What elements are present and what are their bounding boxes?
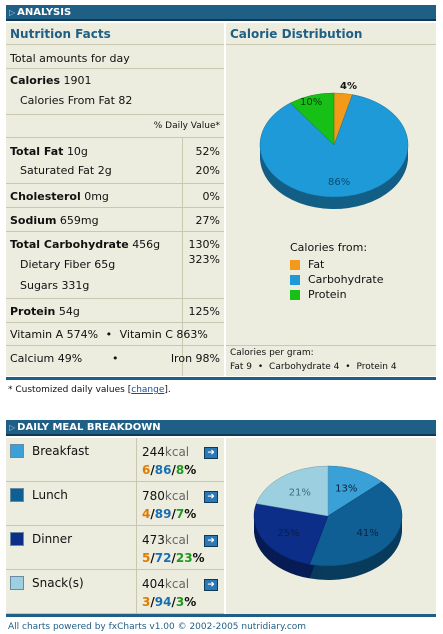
meal-kcal: 780kcal — [142, 489, 190, 503]
saturated-fat-pct: 20% — [195, 164, 220, 177]
legend-protein: Protein — [290, 288, 347, 301]
meal-pie-panel: 13% 41% 25% 21% — [226, 438, 436, 614]
go-arrow-icon[interactable]: ➜ — [204, 447, 218, 459]
pie-label-protein: 10% — [300, 97, 322, 108]
go-arrow-icon[interactable]: ➜ — [204, 491, 218, 503]
collapse-arrows-icon[interactable]: ▷ — [9, 423, 16, 432]
go-arrow-icon[interactable]: ➜ — [204, 535, 218, 547]
protein-swatch-icon — [290, 290, 300, 300]
legend-fat: Fat — [290, 258, 324, 271]
footnote: * Customized daily values [change]. — [8, 385, 171, 395]
meal-macros: 3/94/3% — [142, 595, 197, 609]
meal-kcal: 404kcal — [142, 577, 190, 591]
meal-list-panel: Breakfast 244kcal ➜ 6/86/8% Lunch 780kca… — [6, 438, 226, 614]
legend-title: Calories from: — [290, 241, 368, 254]
meal-pie-label: 13% — [335, 484, 357, 495]
go-arrow-icon[interactable]: ➜ — [204, 579, 218, 591]
total-fat-pct: 52% — [195, 145, 220, 158]
meal-name: Snack(s) — [32, 576, 84, 590]
cholesterol-pct: 0% — [202, 190, 220, 203]
meal-pie-slice-0 — [327, 465, 383, 517]
pie-label-carb: 86% — [328, 177, 350, 188]
saturated-fat-row: Saturated Fat 2g — [20, 164, 112, 177]
sugars-row: Sugars 331g — [20, 279, 90, 292]
fat-swatch-icon — [290, 260, 300, 270]
calorie-distribution-panel: Calorie Distribution 4% 10% 86% Calories… — [226, 23, 436, 376]
meal-color-swatch-icon — [10, 532, 24, 546]
meal-color-swatch-icon — [10, 488, 24, 502]
nutrition-title: Nutrition Facts — [10, 27, 111, 41]
dietary-fiber-row: Dietary Fiber 65g — [20, 258, 116, 271]
meal-kcal: 473kcal — [142, 533, 190, 547]
meal-macros: 6/86/8% — [142, 463, 197, 477]
pie-label-fat: 4% — [340, 81, 357, 92]
meal-pie-slice-2 — [253, 503, 329, 565]
bullet: • — [112, 352, 119, 365]
sodium-pct: 27% — [195, 214, 220, 227]
meal-header-label: DAILY MEAL BREAKDOWN — [17, 422, 161, 433]
meal-row: Dinner 473kcal ➜ 5/72/23% — [6, 526, 224, 570]
footer: All charts powered by fxCharts v1.00 © 2… — [8, 622, 307, 632]
meal-row: Lunch 780kcal ➜ 4/89/7% — [6, 482, 224, 526]
nutrition-facts-panel: Nutrition Facts Total amounts for day Ca… — [6, 23, 224, 376]
meal-row: Snack(s) 404kcal ➜ 3/94/3% — [6, 570, 224, 614]
vitamin-a: Vitamin A 574% — [10, 328, 99, 341]
total-carb-row: Total Carbohydrate 456g — [10, 238, 161, 251]
calcium: Calcium 49% — [10, 352, 83, 365]
divider — [6, 614, 436, 617]
carb-swatch-icon — [290, 275, 300, 285]
per-gram-title: Calories per gram: — [230, 348, 314, 358]
total-amounts-label: Total amounts for day — [10, 52, 130, 65]
meal-name: Breakfast — [32, 444, 90, 458]
vitamin-c: Vitamin C 863% — [119, 328, 208, 341]
daily-value-label: % Daily Value* — [153, 121, 220, 131]
meal-macros: 5/72/23% — [142, 551, 205, 565]
legend-carb: Carbohydrate — [290, 273, 383, 286]
analysis-header: ▷ ANALYSIS — [6, 5, 436, 21]
iron: Iron 98% — [170, 352, 220, 365]
change-link[interactable]: change — [131, 385, 165, 395]
divider — [6, 377, 436, 380]
calorie-title: Calorie Distribution — [230, 27, 363, 41]
cholesterol-row: Cholesterol 0mg — [10, 190, 109, 203]
meal-color-swatch-icon — [10, 444, 24, 458]
meal-pie-chart: 13% 41% 25% 21% — [253, 465, 403, 580]
meal-kcal: 244kcal — [142, 445, 190, 459]
meal-name: Lunch — [32, 488, 68, 502]
sodium-row: Sodium 659mg — [10, 214, 99, 227]
collapse-arrows-icon[interactable]: ▷ — [9, 8, 16, 17]
bullet: • — [105, 328, 113, 341]
dietary-fiber-pct: 323% — [188, 253, 220, 266]
total-carb-pct: 130% — [188, 238, 220, 251]
pie-slice-carb — [259, 94, 409, 198]
meal-pie-label: 41% — [356, 528, 378, 539]
vitamins-row: Vitamin A 574% • Vitamin C 863% — [10, 328, 222, 341]
calories-fat-row: Calories From Fat 82 — [20, 94, 133, 107]
meal-color-swatch-icon — [10, 576, 24, 590]
meal-pie-slice-3 — [255, 465, 329, 517]
meal-pie-label: 21% — [289, 488, 311, 499]
meal-pie-slice-1 — [309, 481, 403, 567]
protein-pct: 125% — [188, 305, 220, 318]
per-gram-values: Fat 9 • Carbohydrate 4 • Protein 4 — [230, 362, 397, 372]
pie-slice-protein — [290, 92, 335, 146]
calorie-pie-chart: 4% 10% 86% — [259, 81, 409, 209]
meal-name: Dinner — [32, 532, 73, 546]
analysis-header-label: ANALYSIS — [17, 7, 72, 18]
meal-pie-label: 25% — [277, 528, 299, 539]
protein-row: Protein 54g — [10, 305, 80, 318]
calories-row: Calories 1901 — [10, 74, 92, 87]
meal-breakdown-header: ▷ DAILY MEAL BREAKDOWN — [6, 420, 436, 436]
total-fat-row: Total Fat 10g — [10, 145, 88, 158]
meal-row: Breakfast 244kcal ➜ 6/86/8% — [6, 438, 224, 482]
meal-macros: 4/89/7% — [142, 507, 197, 521]
